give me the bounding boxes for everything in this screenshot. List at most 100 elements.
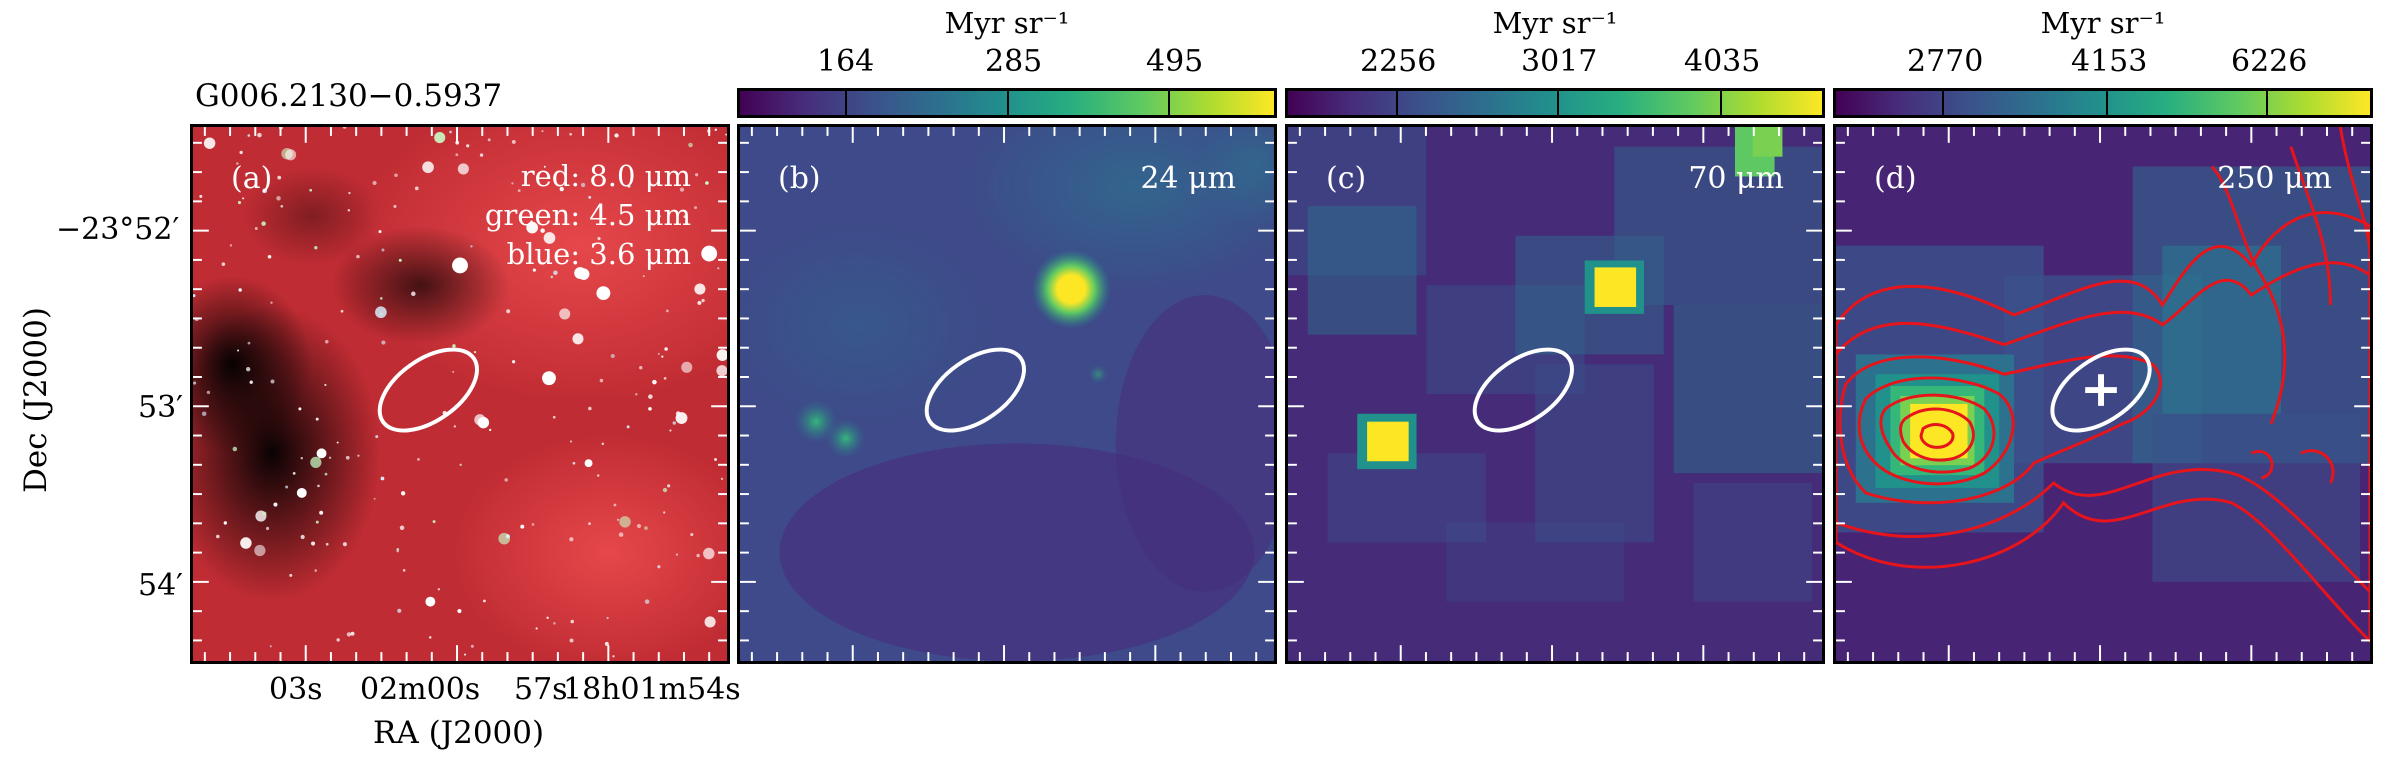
star <box>285 149 297 161</box>
star <box>453 425 457 428</box>
star <box>483 599 486 603</box>
star <box>203 137 216 149</box>
star <box>375 306 387 319</box>
star <box>336 638 340 642</box>
star <box>394 173 398 178</box>
star <box>411 291 416 297</box>
star <box>517 189 521 192</box>
star <box>314 246 318 250</box>
star <box>261 221 266 226</box>
star <box>667 484 671 488</box>
star <box>236 162 239 165</box>
colorbar-tick <box>1396 91 1398 115</box>
star <box>470 245 473 248</box>
ra-tick-label: 57s <box>514 672 568 707</box>
star <box>432 520 436 524</box>
star <box>648 407 652 411</box>
bright-star <box>296 487 307 498</box>
star <box>319 510 324 515</box>
y-axis-label: Dec (J2000) <box>18 307 54 493</box>
colorbar-title: Myr sr⁻¹ <box>1492 6 1618 40</box>
star <box>663 511 666 514</box>
source-ellipse <box>924 347 1026 433</box>
panel-a-rgb-image: (a) red: 8.0 μm green: 4.5 μm blue: 3.6 … <box>190 124 730 664</box>
star <box>599 378 604 383</box>
star <box>247 341 251 345</box>
star <box>683 215 686 218</box>
panel-d-overlay <box>1836 127 2370 661</box>
panel-d-250um: (d) 250 μm <box>1833 124 2373 664</box>
star <box>588 196 592 199</box>
star <box>663 376 667 380</box>
star <box>342 127 347 129</box>
star <box>675 411 681 416</box>
star <box>511 182 514 185</box>
star <box>340 309 344 313</box>
ra-tick-label: 18h01m54s <box>563 672 741 707</box>
star <box>457 608 462 614</box>
star <box>285 485 289 489</box>
star <box>512 360 516 364</box>
star <box>269 645 272 648</box>
star <box>276 196 281 201</box>
colorbar-tick <box>845 91 847 115</box>
star <box>597 236 601 241</box>
star <box>372 180 377 186</box>
source-title: G006.2130−0.5937 <box>195 78 503 114</box>
colorbar-tick-label: 285 <box>985 44 1043 79</box>
star <box>488 428 492 432</box>
colorbar-title: Myr sr⁻¹ <box>944 6 1070 40</box>
star <box>455 153 459 157</box>
bright-star <box>701 245 718 262</box>
star <box>459 463 462 466</box>
star <box>543 232 556 244</box>
star <box>223 521 228 525</box>
colorbar-tick-label: 2256 <box>1360 44 1437 79</box>
panel-b-24um: (b) 24 μm <box>737 124 1277 664</box>
bright-star <box>316 448 327 459</box>
star <box>336 441 339 444</box>
panel-b-overlay <box>740 127 1274 661</box>
colorbar-title: Myr sr⁻¹ <box>2040 6 2166 40</box>
colorbar-tick <box>1557 91 1559 115</box>
star <box>662 487 668 493</box>
star <box>477 416 490 429</box>
map-70um <box>1288 127 1822 661</box>
star <box>473 350 477 354</box>
star <box>193 381 197 385</box>
star <box>381 340 386 345</box>
star <box>696 553 700 558</box>
star <box>588 406 592 411</box>
panel-label: (b) <box>778 161 821 196</box>
star <box>452 370 455 373</box>
star <box>452 344 456 348</box>
star <box>397 608 402 613</box>
star <box>310 541 316 546</box>
star <box>262 188 268 194</box>
dec-tick-label: −23°52′ <box>56 212 180 247</box>
star <box>657 565 661 569</box>
star <box>487 138 491 142</box>
star <box>648 394 653 399</box>
star <box>543 165 546 168</box>
star <box>350 631 355 636</box>
star <box>664 347 668 351</box>
colorbar-tick-label: 2770 <box>1907 44 1984 79</box>
star <box>232 446 238 452</box>
star <box>616 518 620 521</box>
star <box>540 228 545 233</box>
star <box>378 230 382 234</box>
star <box>619 516 631 528</box>
star <box>273 502 278 507</box>
star <box>550 275 554 279</box>
star <box>613 503 617 507</box>
star <box>672 421 677 425</box>
ra-tick-label: 03s <box>269 672 323 707</box>
star <box>348 191 351 195</box>
star <box>325 339 329 344</box>
star <box>414 186 419 191</box>
star <box>552 415 556 419</box>
star <box>703 547 715 560</box>
colorbar-tick-label: 495 <box>1146 44 1204 79</box>
star <box>393 204 397 208</box>
